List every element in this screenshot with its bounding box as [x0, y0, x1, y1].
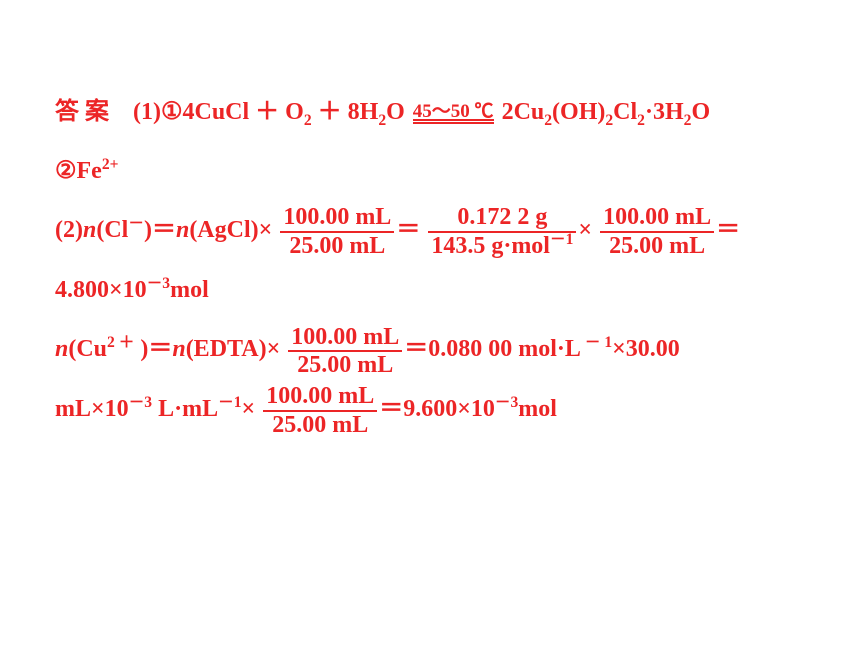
line-3: (2)n(Cl－)＝n(AgCl)× 100.00 mL 25.00 mL ＝ … — [55, 203, 805, 259]
eq1-cu-sub: 2 — [544, 112, 552, 129]
l3-eq: ＝ — [396, 217, 420, 243]
l3-frac3: 100.00 mL 25.00 mL — [600, 204, 714, 259]
l6-pre: mL×10 — [55, 396, 129, 422]
fe-prefix: ②Fe — [55, 158, 102, 184]
l6-times: × — [242, 396, 256, 422]
eq1-lhs-2: ＋ 8H — [312, 99, 379, 125]
l5-cu-close: )＝ — [134, 336, 172, 362]
eq1-o: O — [386, 99, 405, 125]
eq1-lhs-1: (1)①4CuCl ＋ O — [133, 99, 304, 125]
eq1-o-end: O — [691, 99, 710, 125]
l6-frac-num: 100.00 mL — [263, 383, 377, 411]
l3-cl: (Cl — [96, 217, 128, 243]
line-1: 答案 (1)①4CuCl ＋ O2 ＋ 8H2O 45～50 ℃ 2Cu2(OH… — [55, 85, 805, 140]
l6-eq: ＝9.600×10 — [379, 396, 495, 422]
answer-document: 答案 (1)①4CuCl ＋ O2 ＋ 8H2O 45～50 ℃ 2Cu2(OH… — [0, 0, 860, 438]
line-5: n(Cu2 ＋ )＝n(EDTA)× 100.00 mL 25.00 mL ＝0… — [55, 322, 805, 378]
l3-frac2-den-pre: 143.5 g·mol — [431, 233, 550, 259]
l4-val: 4.800×10 — [55, 277, 147, 303]
l5-tail: ×30.00 — [612, 336, 680, 362]
l3-frac3-den: 25.00 mL — [600, 233, 714, 259]
l3-prefix: (2) — [55, 217, 83, 243]
l3-ncl: n — [83, 217, 96, 243]
l5-nedta: n — [172, 336, 185, 362]
l3-frac3-num: 100.00 mL — [600, 204, 714, 232]
eq1-hyd: ·3H — [645, 99, 684, 125]
answer-label: 答案 — [55, 99, 115, 125]
l3-eq2: ＝ — [716, 217, 740, 243]
l6-mid: L·mL — [152, 396, 218, 422]
line-2: ②Fe2+ — [55, 144, 805, 199]
eq1-oh: (OH) — [552, 99, 605, 125]
eq1-o2-sub: 2 — [304, 112, 312, 129]
l3-cl-close: )＝ — [144, 217, 176, 243]
l3-times: × — [578, 217, 592, 243]
l6-sup3: －3 — [495, 394, 518, 411]
fe-sup: 2+ — [102, 156, 119, 173]
l6-sup1: －3 — [129, 394, 152, 411]
l5-cu-sup: 2 ＋ — [107, 334, 134, 351]
eq1-h2-sub: 2 — [378, 112, 386, 129]
eq1-oh-sub: 2 — [605, 112, 613, 129]
reaction-arrow: 45～50 ℃ — [413, 102, 494, 124]
l5-frac: 100.00 mL 25.00 mL — [288, 324, 402, 379]
l3-frac2-den: 143.5 g·mol－1 — [428, 233, 576, 259]
eq1-cl-sub: 2 — [637, 112, 645, 129]
l5-eq: ＝0.080 00 mol·L — [404, 336, 581, 362]
l4-sup: －3 — [147, 275, 170, 292]
l3-frac2-den-sup: －1 — [550, 231, 573, 248]
l5-frac-den: 25.00 mL — [288, 352, 402, 378]
l6-sup2: －1 — [218, 394, 241, 411]
l5-sup: － 1 — [581, 334, 612, 351]
l4-unit: mol — [170, 277, 209, 303]
l6-unit: mol — [518, 396, 557, 422]
eq1-cl: Cl — [613, 99, 637, 125]
l5-ncu: n — [55, 336, 68, 362]
l3-nagcl: n — [176, 217, 189, 243]
l3-cl-sup: － — [128, 215, 144, 232]
l3-frac2: 0.172 2 g 143.5 g·mol－1 — [428, 204, 576, 259]
l6-frac-den: 25.00 mL — [263, 412, 377, 438]
l3-frac2-num: 0.172 2 g — [428, 204, 576, 232]
line-6: mL×10－3 L·mL－1× 100.00 mL 25.00 mL ＝9.60… — [55, 382, 805, 438]
arrow-line-bottom — [413, 122, 494, 124]
l3-agcl: (AgCl)× — [189, 217, 272, 243]
l5-cu: (Cu — [68, 336, 107, 362]
eq1-prod-1: 2Cu — [502, 99, 545, 125]
arrow-condition: 45～50 ℃ — [413, 102, 494, 121]
l5-edta: (EDTA)× — [186, 336, 281, 362]
l3-frac1-num: 100.00 mL — [280, 204, 394, 232]
l5-frac-num: 100.00 mL — [288, 324, 402, 352]
l3-frac1: 100.00 mL 25.00 mL — [280, 204, 394, 259]
l3-frac1-den: 25.00 mL — [280, 233, 394, 259]
line-4: 4.800×10－3mol — [55, 263, 805, 318]
l6-frac: 100.00 mL 25.00 mL — [263, 383, 377, 438]
